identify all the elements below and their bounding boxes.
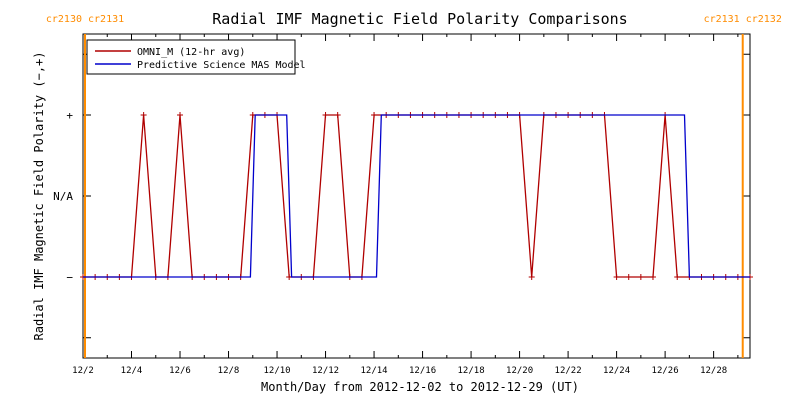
plot-area: 12/2 12/4 12/6 12/8 12/10 12/12 12/14 12/16 12/1… — [46, 14, 782, 376]
y-axis-label: Radial IMF Magnetic Field Polarity (−,+) — [32, 52, 46, 341]
x-tick-label-3: 12/8 — [218, 366, 240, 376]
x-tick-label-7: 12/16 — [409, 366, 436, 376]
x-tick-label-0: 12/2 — [72, 366, 94, 376]
carrington-marker-label-1: cr2131 cr2132 — [704, 14, 782, 25]
legend-box — [86, 39, 296, 75]
series-0-point-47 — [649, 274, 656, 280]
series-0-point-20 — [322, 112, 329, 118]
x-tick-label-5: 12/12 — [312, 366, 339, 376]
plot-frame — [82, 33, 751, 359]
x-tick-label-13: 12/28 — [700, 366, 727, 376]
series-0-point-24 — [371, 112, 378, 118]
series-0-point-37 — [528, 274, 535, 280]
chart-title: Radial IMF Magnetic Field Polarity Compa… — [212, 10, 627, 28]
x-tick-label-6: 12/14 — [361, 366, 388, 376]
x-axis-label: Month/Day from 2012-12-02 to 2012-12-29 … — [261, 380, 579, 394]
x-tick-label-10: 12/22 — [555, 366, 582, 376]
series-0-point-5 — [140, 112, 147, 118]
x-tick-label-11: 12/24 — [603, 366, 630, 376]
series-0-point-21 — [334, 112, 341, 118]
x-tick-label-1: 12/4 — [121, 366, 143, 376]
x-tick-label-9: 12/20 — [506, 366, 533, 376]
x-tick-label-12: 12/26 — [652, 366, 679, 376]
y-tick-label-0: + — [66, 109, 73, 122]
legend-label-1: Predictive Science MAS Model — [137, 60, 306, 71]
series-0-point-44 — [613, 274, 620, 280]
x-tick-label-8: 12/18 — [458, 366, 485, 376]
series-0-point-8 — [177, 112, 184, 118]
legend: OMNI_M (12-hr avg) Predictive Science MAS… — [86, 39, 306, 75]
carrington-marker-label-0: cr2130 cr2131 — [46, 14, 124, 25]
series-0-point-45 — [625, 274, 632, 280]
x-tick-label-4: 12/10 — [263, 366, 290, 376]
legend-label-0: OMNI_M (12-hr avg) — [137, 47, 245, 58]
y-tick-label-1: N/A — [53, 190, 73, 203]
y-tick-label-2: − — [66, 271, 73, 284]
x-tick-label-2: 12/6 — [169, 366, 191, 376]
series-0-point-46 — [637, 274, 644, 280]
series-0-point-49 — [674, 274, 681, 280]
series-line-0 — [83, 114, 750, 278]
series-line-1 — [83, 114, 750, 278]
